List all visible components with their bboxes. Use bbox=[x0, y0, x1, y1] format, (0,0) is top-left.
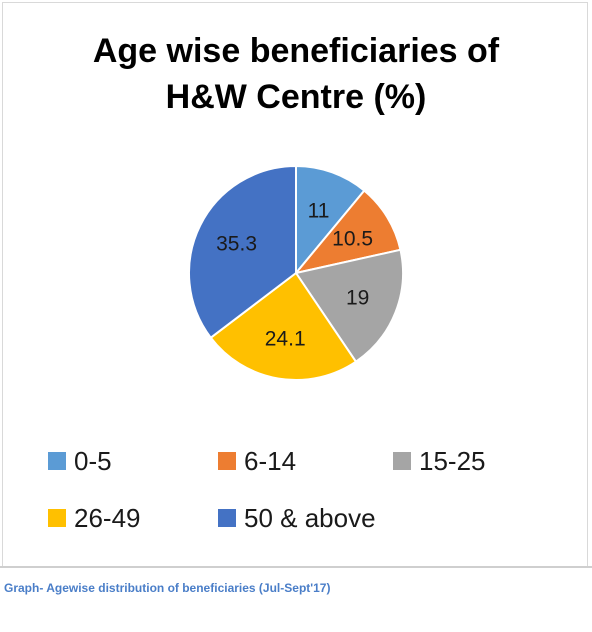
legend-swatch-2 bbox=[393, 452, 411, 470]
pie-slice-6-14 bbox=[293, 189, 402, 275]
data-label-2: 19 bbox=[346, 287, 369, 310]
data-label-0: 11 bbox=[308, 200, 330, 223]
legend-item-4: 50 & above bbox=[218, 503, 376, 533]
chart-title-line-1: Age wise beneficiaries of bbox=[92, 32, 500, 70]
legend-label-1: 6-14 bbox=[244, 445, 297, 476]
figure-caption: Graph- Agewise distribution of beneficia… bbox=[4, 581, 331, 595]
legend-item-1: 6-14 bbox=[218, 446, 296, 476]
legend-swatch-3 bbox=[48, 509, 66, 527]
pie-slice-0-5 bbox=[295, 164, 366, 276]
chart-title: Age wise beneficiaries of H&W Centre (%) bbox=[0, 28, 592, 120]
data-label-4: 35.3 bbox=[216, 233, 257, 256]
legend-item-0: 0-5 bbox=[48, 446, 112, 476]
legend-swatch-4 bbox=[218, 509, 236, 527]
pie-slice-15-25 bbox=[294, 248, 404, 364]
legend-item-3: 26-49 bbox=[48, 503, 141, 533]
chart-title-line-2: H&W Centre (%) bbox=[165, 78, 427, 116]
legend-label-2: 15-25 bbox=[419, 445, 486, 476]
pie-slice-50-above bbox=[188, 164, 297, 340]
legend-swatch-1 bbox=[218, 452, 236, 470]
legend-item-2: 15-25 bbox=[393, 446, 486, 476]
data-label-3: 24.1 bbox=[265, 327, 306, 350]
legend-swatch-0 bbox=[48, 452, 66, 470]
pie-slice-26-49 bbox=[209, 271, 358, 381]
caption-divider bbox=[0, 566, 592, 568]
legend-label-3: 26-49 bbox=[74, 502, 141, 533]
data-label-1: 10.5 bbox=[332, 227, 373, 250]
legend-label-4: 50 & above bbox=[244, 502, 376, 533]
legend-label-0: 0-5 bbox=[74, 445, 112, 476]
